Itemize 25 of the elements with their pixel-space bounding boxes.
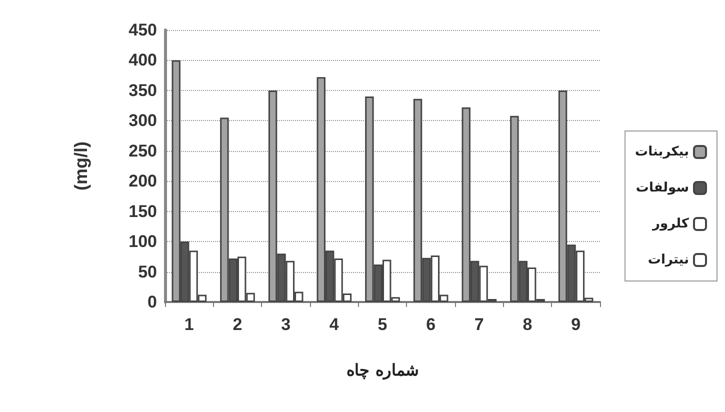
y-tick-label: 0 (148, 292, 157, 312)
legend-label: کلرور (651, 216, 690, 232)
y-tick-label: 150 (128, 202, 157, 221)
y-tick-label: 100 (128, 232, 157, 252)
x-tick-label: 9 (571, 315, 581, 334)
y-tick-label: 200 (128, 172, 157, 191)
x-tick-label: 7 (474, 315, 484, 334)
legend-label: نیترات (648, 252, 689, 268)
x-tick-label: 3 (281, 315, 291, 334)
x-axis-title: شماره چاه (346, 360, 418, 380)
legend-label: بیکربنات (635, 144, 689, 160)
x-tick-label: 8 (522, 315, 532, 334)
y-tick-label: 50 (138, 262, 157, 282)
y-tick-label: 300 (128, 111, 157, 130)
y-tick-label: 400 (128, 50, 157, 70)
y-tick-label: 450 (128, 20, 157, 40)
x-tick-label: 2 (232, 315, 242, 334)
x-tick-label: 4 (329, 315, 340, 334)
x-tick-label: 5 (378, 315, 388, 334)
y-tick-label: 250 (128, 141, 157, 160)
x-tick-label: 6 (426, 315, 436, 334)
y-axis-title: (mg/l) (71, 142, 91, 190)
y-tick-label: 350 (128, 80, 157, 100)
legend-label: سولفات (636, 180, 689, 196)
x-tick-label: 1 (184, 315, 194, 334)
